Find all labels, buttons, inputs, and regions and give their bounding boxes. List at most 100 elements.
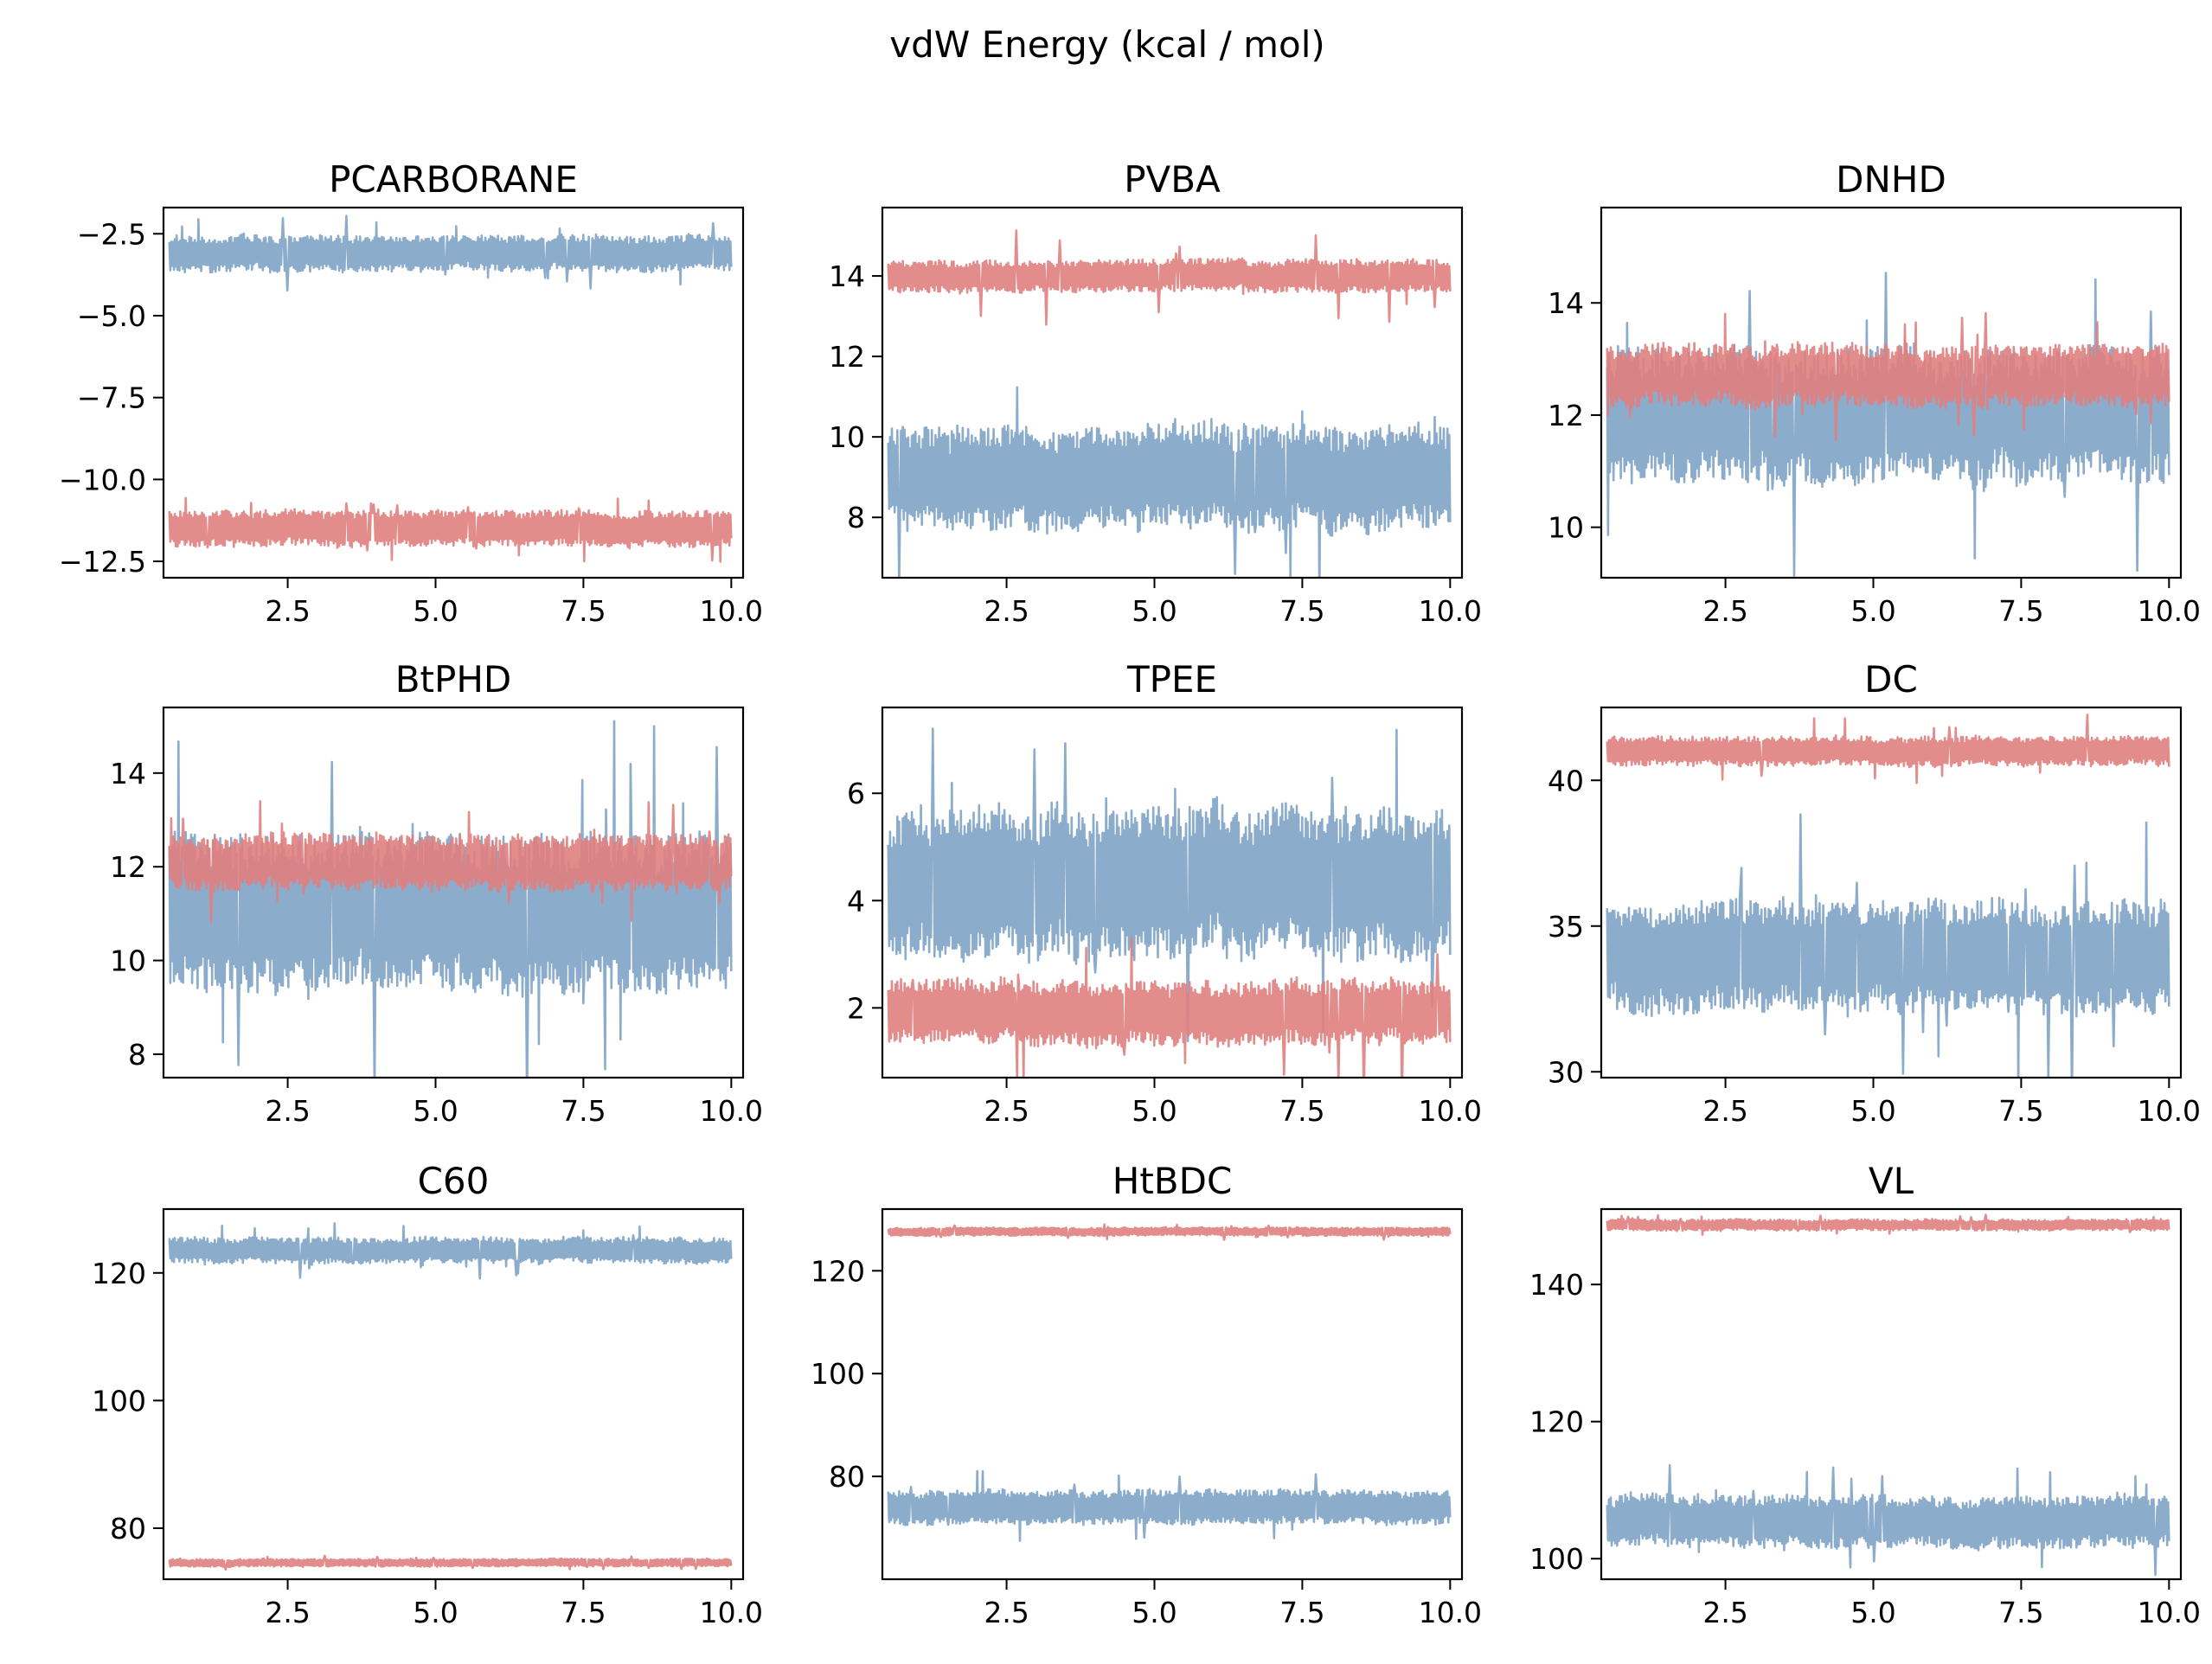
series-line-1 <box>887 727 1452 1043</box>
x-tick-label: 10.0 <box>1419 594 1482 628</box>
series-group <box>168 214 733 563</box>
series-group <box>887 229 1452 578</box>
series-group <box>168 1222 733 1571</box>
series-group <box>1606 272 2170 577</box>
x-tick-label: 10.0 <box>2138 1596 2201 1629</box>
y-tick-label: 10 <box>829 420 865 454</box>
y-tick-label: 40 <box>1548 764 1584 797</box>
x-tick-label: 5.0 <box>1850 1094 1895 1128</box>
series-line-2 <box>887 1223 1452 1241</box>
series-line-1 <box>887 386 1452 578</box>
y-tick-label: −5.0 <box>77 299 146 333</box>
subplot-title: DC <box>1864 658 1918 701</box>
series-line-1 <box>1606 1463 2170 1577</box>
x-tick-label: 5.0 <box>413 1596 458 1629</box>
series-line-1 <box>168 1554 733 1571</box>
y-tick-label: 4 <box>847 884 865 918</box>
x-tick-label: 7.5 <box>561 1094 606 1128</box>
y-tick-label: 10 <box>110 944 146 978</box>
y-tick-label: 30 <box>1548 1055 1584 1089</box>
y-tick-label: 120 <box>92 1257 146 1290</box>
axes-frame <box>1600 206 2183 579</box>
series-line-2 <box>1606 1213 2170 1236</box>
y-tick-label: 12 <box>110 850 146 884</box>
x-tick-label: 10.0 <box>2138 1094 2201 1128</box>
x-tick-label: 10.0 <box>2138 594 2201 628</box>
y-tick-label: 12 <box>829 340 865 374</box>
y-tick-label: 80 <box>829 1460 865 1494</box>
series-line-2 <box>1606 813 2170 1078</box>
x-tick-label: 7.5 <box>561 594 606 628</box>
x-tick-label: 5.0 <box>413 1094 458 1128</box>
series-group <box>168 720 733 1078</box>
x-tick-label: 10.0 <box>700 1094 763 1128</box>
x-tick-label: 2.5 <box>984 594 1029 628</box>
series-line-1 <box>1606 714 2170 784</box>
x-tick-label: 2.5 <box>265 1596 310 1629</box>
y-tick-label: 8 <box>847 501 865 534</box>
subplot-pvba: 2.5 5.0 7.5 10.0 8 10 12 14 PVBA <box>829 158 1482 628</box>
series-line-2 <box>887 229 1452 326</box>
y-tick-label: 2 <box>847 991 865 1025</box>
y-tick-label: 14 <box>829 259 865 293</box>
y-tick-label: −7.5 <box>77 381 146 415</box>
y-tick-label: 120 <box>1529 1405 1584 1439</box>
y-tick-label: 100 <box>1529 1542 1584 1576</box>
x-tick-label: 5.0 <box>1132 594 1177 628</box>
y-tick-label: 35 <box>1548 910 1584 944</box>
series-group <box>887 727 1452 1078</box>
y-tick-label: −12.5 <box>59 545 146 579</box>
subplot-btphd: 2.5 5.0 7.5 10.0 8 10 12 14 BtPHD <box>110 658 763 1128</box>
subplot-title: PVBA <box>1124 158 1221 201</box>
axes-frame <box>1600 1207 2183 1581</box>
subplot-pcarborane: 2.5 5.0 7.5 10.0 −12.5 −10.0 −7.5 −5.0 −2.5 PCARB… <box>59 158 763 628</box>
x-tick-label: 7.5 <box>1279 1596 1324 1629</box>
x-tick-label: 10.0 <box>1419 1094 1482 1128</box>
x-tick-label: 5.0 <box>1132 1094 1177 1128</box>
y-tick-label: 80 <box>110 1512 146 1546</box>
subplot-grid: 2.5 5.0 7.5 10.0 −12.5 −10.0 −7.5 −5.0 −2.5 PCARB… <box>59 158 2201 1629</box>
subplot-title: BtPHD <box>395 658 512 701</box>
subplot-tpee: 2.5 5.0 7.5 10.0 2 4 6 TPEE <box>847 658 1482 1128</box>
x-tick-label: 7.5 <box>561 1596 606 1629</box>
y-tick-label: 100 <box>811 1357 865 1391</box>
series-line-2 <box>168 1222 733 1280</box>
subplot-title: C60 <box>418 1160 490 1202</box>
series-group <box>1606 1213 2170 1577</box>
y-tick-label: 120 <box>811 1254 865 1288</box>
series-line-1 <box>887 1469 1452 1542</box>
axes-frame <box>881 206 1464 579</box>
y-tick-label: 6 <box>847 777 865 810</box>
axes-frame <box>162 206 745 579</box>
x-tick-label: 2.5 <box>1702 594 1747 628</box>
x-tick-label: 2.5 <box>984 1596 1029 1629</box>
axes-frame <box>881 1207 1464 1581</box>
y-tick-label: 12 <box>1548 399 1584 432</box>
subplot-title: VL <box>1869 1160 1914 1202</box>
x-tick-label: 2.5 <box>984 1094 1029 1128</box>
y-tick-label: 100 <box>92 1384 146 1418</box>
x-tick-label: 2.5 <box>265 1094 310 1128</box>
y-tick-label: −10.0 <box>59 463 146 496</box>
series-group <box>1606 714 2170 1078</box>
y-tick-label: 140 <box>1529 1268 1584 1302</box>
series-line-2 <box>168 214 733 292</box>
series-line-2 <box>887 937 1452 1078</box>
axes-frame <box>162 1207 745 1581</box>
x-tick-label: 2.5 <box>1702 1094 1747 1128</box>
x-tick-label: 7.5 <box>1279 594 1324 628</box>
subplot-title: TPEE <box>1126 658 1217 701</box>
series-line-2 <box>168 800 733 924</box>
subplot-title: HtBDC <box>1112 1160 1233 1202</box>
x-tick-label: 7.5 <box>1998 1596 2043 1629</box>
x-tick-label: 5.0 <box>1850 594 1895 628</box>
y-tick-label: −2.5 <box>77 217 146 251</box>
axes-frame <box>162 706 745 1079</box>
y-tick-label: 14 <box>110 757 146 790</box>
y-tick-label: 8 <box>128 1038 146 1072</box>
subplot-title: PCARBORANE <box>329 158 578 201</box>
series-line-1 <box>168 496 733 563</box>
x-tick-label: 7.5 <box>1998 1094 2043 1128</box>
subplot-vl: 2.5 5.0 7.5 10.0 100 120 140 VL <box>1529 1160 2201 1629</box>
x-tick-label: 10.0 <box>700 1596 763 1629</box>
